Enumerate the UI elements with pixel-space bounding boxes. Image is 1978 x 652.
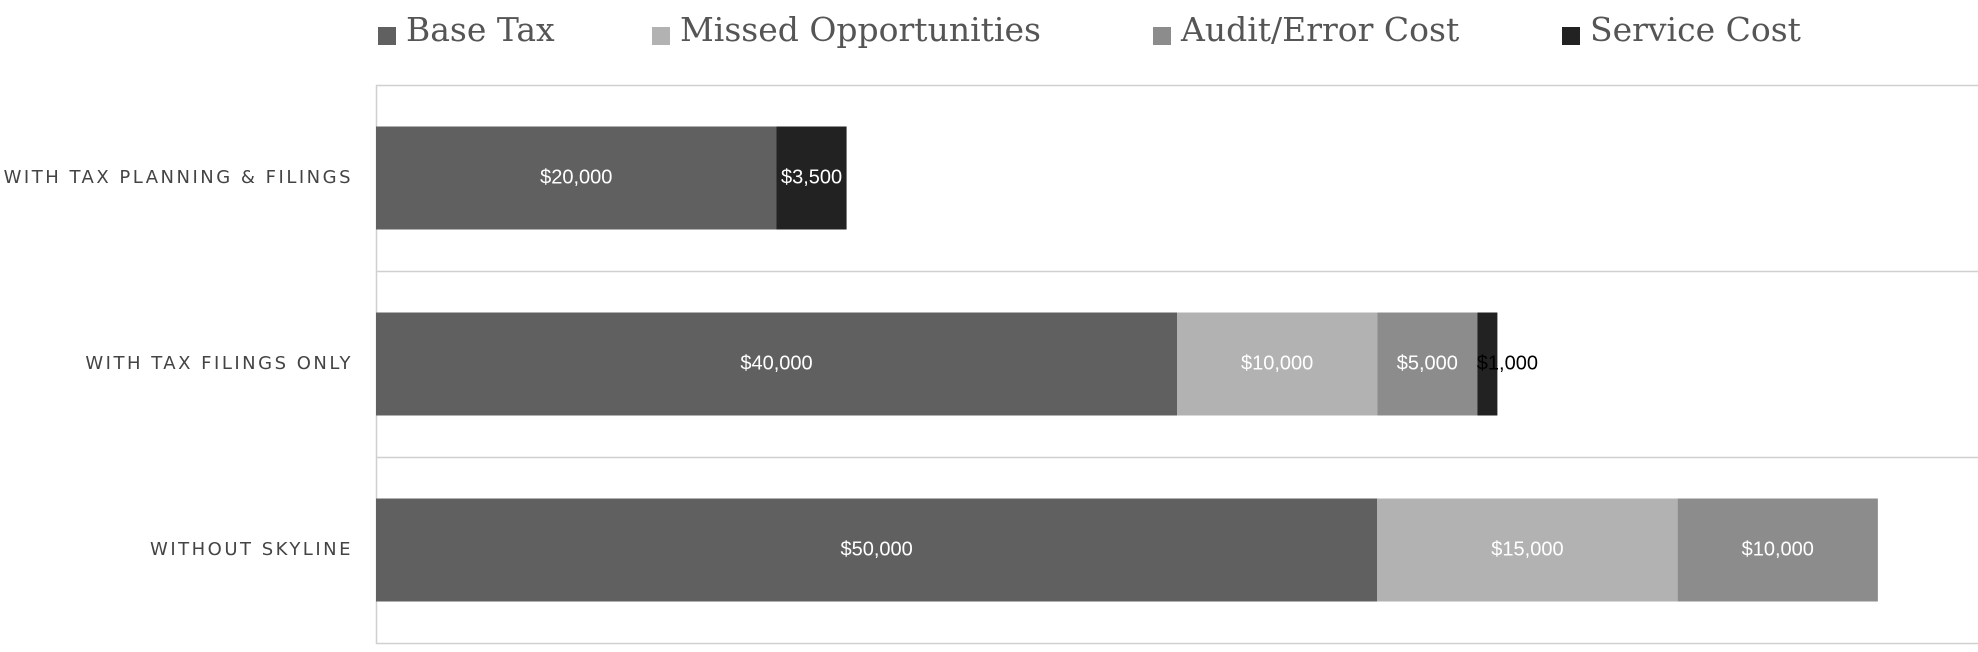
- value-label: $1,000: [1477, 352, 1538, 374]
- value-label: $40,000: [740, 352, 812, 374]
- legend-label: Missed Opportunities: [680, 10, 1041, 49]
- category-label: WITH TAX PLANNING & FILINGS: [4, 167, 353, 188]
- category-label: WITH TAX FILINGS ONLY: [85, 353, 353, 374]
- legend-swatch: [1562, 27, 1580, 45]
- bar-segment: [776, 126, 847, 230]
- bar-segment: [376, 126, 777, 230]
- value-label: $3,500: [781, 166, 842, 188]
- legend-label: Service Cost: [1590, 10, 1801, 49]
- value-label: $5,000: [1397, 352, 1458, 374]
- category-label: WITHOUT SKYLINE: [150, 539, 353, 560]
- value-label: $20,000: [540, 166, 612, 188]
- bar-segment: [376, 498, 1378, 602]
- legend-label: Audit/Error Cost: [1180, 10, 1459, 49]
- legend-swatch: [1153, 27, 1171, 45]
- bar-segment: [1477, 312, 1498, 416]
- bar-segment: [376, 312, 1177, 416]
- bar-segment: [1377, 312, 1478, 416]
- value-label: $10,000: [1241, 352, 1313, 374]
- value-label: $10,000: [1742, 538, 1814, 560]
- legend-swatch: [652, 27, 670, 45]
- legend-label: Base Tax: [406, 10, 555, 49]
- value-label: $15,000: [1491, 538, 1563, 560]
- value-label: $50,000: [840, 538, 912, 560]
- bar-segment: [1177, 312, 1378, 416]
- bar-segment: [1677, 498, 1878, 602]
- bar-segment: [1377, 498, 1678, 602]
- legend-swatch: [378, 27, 396, 45]
